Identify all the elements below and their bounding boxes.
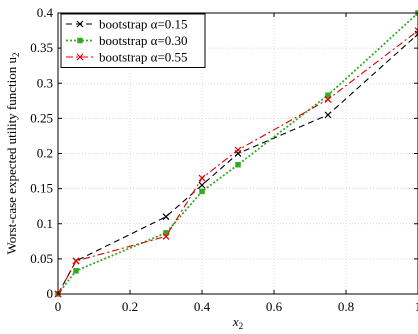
legend-marker [77, 37, 83, 44]
y-tick-label: 0.1 [37, 216, 53, 231]
y-tick-label: 0.25 [30, 110, 53, 125]
data-point [72, 257, 80, 265]
data-point-stroke [162, 213, 170, 221]
x-tick-label: 0.8 [338, 299, 354, 314]
data-point [324, 111, 332, 119]
y-axis-title: Worst-case expected utility function u2 [4, 52, 21, 254]
data-point [162, 232, 170, 240]
data-point [324, 95, 332, 103]
legend-box [60, 13, 206, 68]
x-tick-label: 0.2 [122, 299, 138, 314]
data-point-stroke [414, 33, 418, 38]
x-tick-label: 0.6 [266, 299, 283, 314]
data-point-stroke [162, 232, 170, 240]
legend-label: bootstrap α=0.15 [99, 17, 188, 32]
x-axis-title-sub: 2 [239, 321, 244, 331]
y-axis-title-sub: 2 [11, 52, 21, 57]
legend-label: bootstrap α=0.55 [99, 50, 188, 65]
data-point-stroke [414, 29, 418, 34]
data-point [414, 27, 418, 34]
y-tick-label: 0.4 [37, 5, 54, 20]
y-tick-label: 0.05 [30, 251, 53, 266]
legend-item: bootstrap α=0.55 [66, 50, 188, 65]
data-point [325, 92, 331, 98]
data-point [198, 174, 206, 182]
data-point [162, 213, 170, 221]
legend-marker [76, 53, 84, 61]
y-tick-label: 0 [47, 286, 54, 301]
x-tick-label: 0.4 [194, 299, 211, 314]
y-tick-label: 0.15 [30, 181, 53, 196]
x-axis-title-main: x [232, 314, 239, 329]
data-point [73, 268, 79, 274]
y-axis-title-main: Worst-case expected utility function u [4, 57, 19, 255]
data-point [198, 181, 206, 189]
legend-marker-stroke [76, 53, 84, 61]
data-point [234, 146, 242, 154]
grid [58, 13, 418, 294]
data-point-stroke [324, 95, 332, 103]
data-point-stroke [234, 146, 242, 154]
data-point-stroke [198, 181, 206, 189]
data-point-stroke [72, 257, 80, 265]
y-tick-label: 0.2 [37, 146, 53, 161]
legend-item: bootstrap α=0.15 [66, 17, 188, 32]
data-point [199, 188, 205, 195]
legend-marker [76, 20, 84, 28]
series-2 [54, 27, 418, 298]
legend-label: bootstrap α=0.30 [99, 33, 188, 48]
x-tick-label: 1 [415, 299, 418, 314]
legend-item: bootstrap α=0.30 [66, 33, 188, 48]
tick-labels: 0 0.2 0.4 0.6 0.8 1 0 0.05 0.1 0.15 0.2 0.25 0.3 0.35… [30, 5, 418, 314]
x-axis-title: x2 [232, 314, 243, 331]
x-tick-label: 0 [55, 299, 62, 314]
y-tick-label: 0.35 [30, 40, 53, 55]
data-point-stroke [198, 174, 206, 182]
y-tick-label: 0.3 [37, 75, 53, 90]
data-point-stroke [414, 27, 418, 32]
legend-marker-stroke [76, 20, 84, 28]
data-point-stroke [324, 111, 332, 119]
data-point [235, 161, 241, 168]
